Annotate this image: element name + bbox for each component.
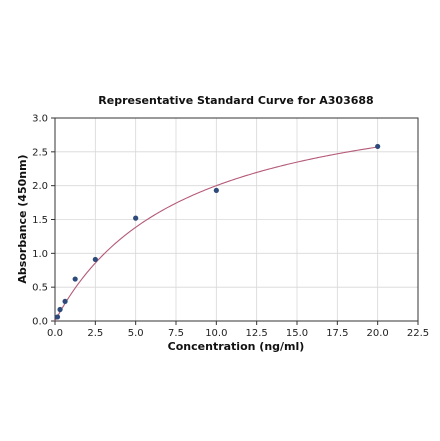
y-tick-label-3: 1.5	[32, 215, 48, 226]
fit-curve-line	[54, 146, 378, 322]
x-tick-label-5: 12.5	[246, 328, 268, 339]
data-point-4	[92, 256, 98, 263]
x-tick-label-0: 0.0	[47, 328, 63, 339]
data-point-7	[375, 143, 381, 150]
y-tick-label-0: 0.0	[32, 317, 48, 328]
data-point-3	[72, 276, 78, 282]
data-point-6	[213, 187, 219, 194]
x-tick-label-2: 5.0	[128, 328, 144, 339]
y-tick-label-5: 2.5	[32, 147, 48, 158]
y-tick-label-2: 1.0	[32, 249, 48, 260]
x-tick-label-9: 22.5	[407, 328, 429, 339]
plot-axes	[51, 117, 419, 325]
data-point-0	[54, 314, 61, 320]
x-tick-label-3: 7.5	[168, 328, 184, 339]
x-axis-title: Concentration (ng/ml)	[168, 340, 305, 353]
y-tick-label-4: 2.0	[32, 181, 48, 192]
y-tick-label-1: 0.5	[32, 283, 48, 294]
tick-labels: 0.0 2.5 5.0 7.5 10.0 12.5 15.0 17.5 20.0 22.5 0.0 0…	[32, 114, 429, 340]
data-point-1	[57, 306, 63, 313]
data-points-layer	[54, 143, 381, 320]
x-tick-label-6: 15.0	[286, 328, 308, 339]
x-tick-label-7: 17.5	[326, 328, 348, 339]
data-point-5	[133, 215, 139, 221]
grid-lines	[54, 117, 419, 322]
y-axis-title: Absorbance (450nm)	[16, 154, 29, 283]
fit-curve-layer	[54, 146, 378, 322]
y-tick-label-6: 3.0	[32, 114, 48, 125]
data-point-2	[62, 298, 68, 304]
x-tick-label-1: 2.5	[87, 328, 103, 339]
x-tick-label-8: 20.0	[367, 328, 389, 339]
chart-title: Representative Standard Curve for A30368…	[98, 94, 373, 107]
x-tick-label-4: 10.0	[205, 328, 227, 339]
